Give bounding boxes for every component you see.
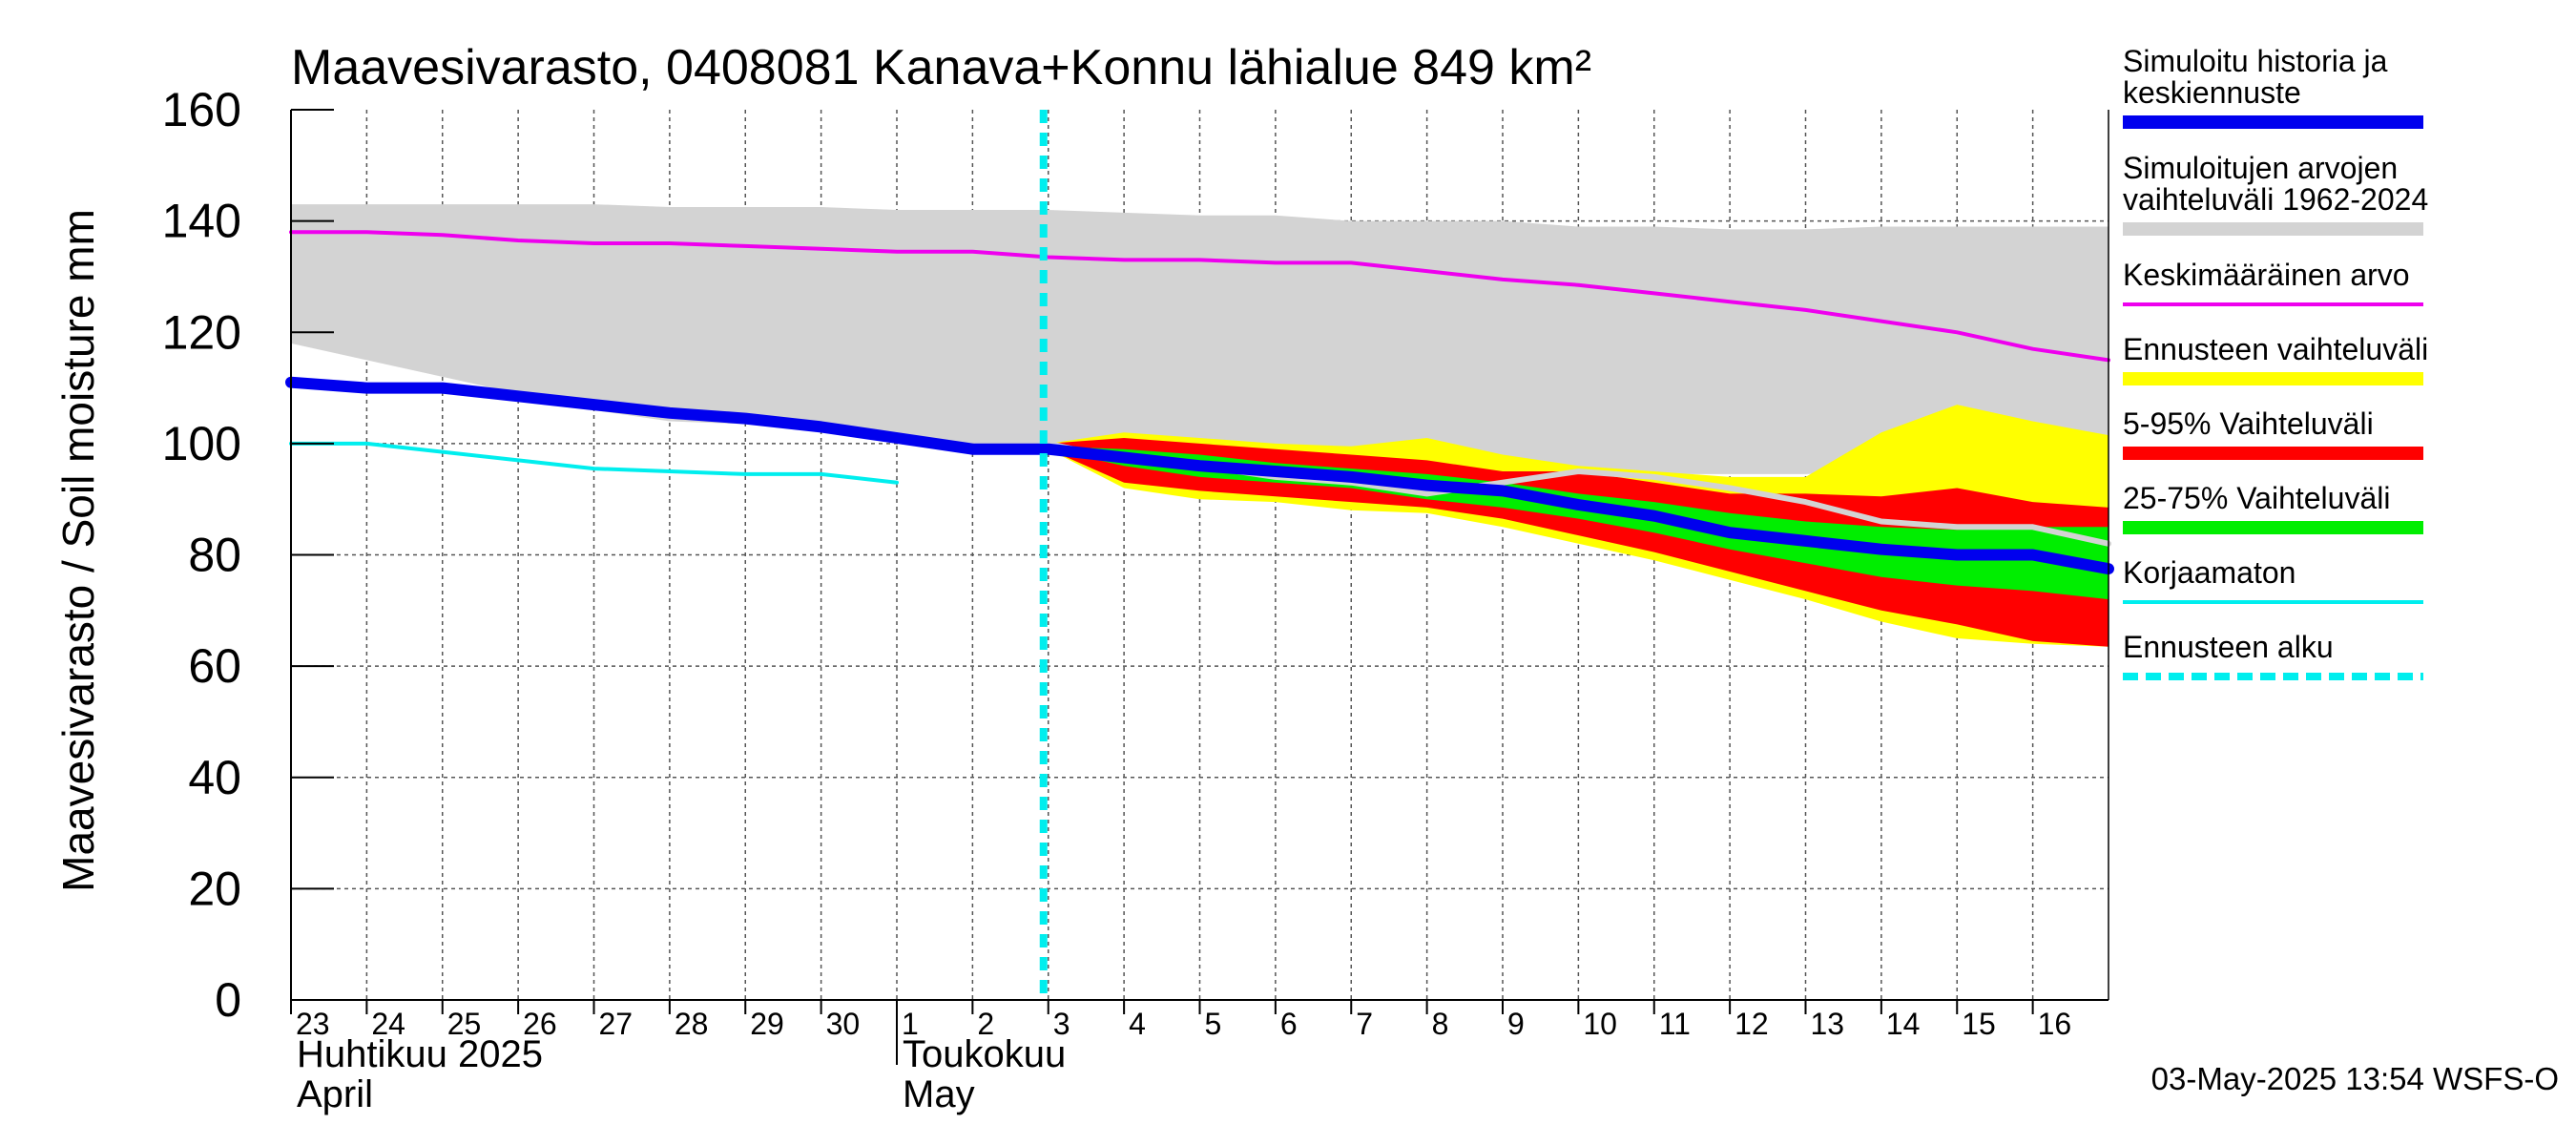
y-tick-label: 120 <box>162 305 241 359</box>
legend-label: Ennusteen alku <box>2123 630 2334 664</box>
x-tick-label: 8 <box>1432 1007 1449 1041</box>
x-tick-label: 15 <box>1962 1007 1996 1041</box>
y-tick-label: 60 <box>188 639 241 693</box>
y-tick-label: 140 <box>162 195 241 248</box>
legend-label: 5-95% Vaihteluväli <box>2123 406 2374 441</box>
timestamp-footer: 03-May-2025 13:54 WSFS-O <box>2151 1061 2559 1096</box>
x-tick-label: 3 <box>1053 1007 1070 1041</box>
month-label: Huhtikuu 2025 <box>297 1033 543 1075</box>
x-tick-label: 14 <box>1886 1007 1921 1041</box>
legend-label: Simuloitujen arvojen <box>2123 151 2398 185</box>
line-keskim-r-inen-arvo <box>289 230 2110 363</box>
y-axis-label: Maavesivarasto / Soil moisture mm <box>53 209 103 892</box>
legend-label: Keskimääräinen arvo <box>2123 258 2410 292</box>
legend-label: vaihteluväli 1962-2024 <box>2123 182 2428 217</box>
legend-label: keskiennuste <box>2123 75 2301 110</box>
y-tick-label: 0 <box>215 973 241 1027</box>
month-label-en: April <box>297 1073 373 1115</box>
y-tick-label: 100 <box>162 417 241 470</box>
x-tick-label: 1 <box>902 1007 919 1041</box>
month-label: Toukokuu <box>903 1033 1066 1075</box>
band-25-75-vaihteluv-li <box>1048 446 2109 600</box>
range-bands <box>291 204 2109 647</box>
x-tick-label: 23 <box>296 1007 330 1041</box>
x-tick-label: 5 <box>1205 1007 1222 1041</box>
band-5-95-vaihteluv-li <box>1048 438 2109 647</box>
line-simuloitu-historia-ja-keskiennuste <box>285 376 2114 575</box>
y-tick-label: 160 <box>162 83 241 136</box>
legend-label: 25-75% Vaihteluväli <box>2123 481 2390 515</box>
x-tick-label: 10 <box>1583 1007 1617 1041</box>
y-tick-label: 80 <box>188 529 241 582</box>
x-tick-label: 4 <box>1129 1007 1146 1041</box>
x-tick-label: 13 <box>1811 1007 1845 1041</box>
month-label-en: May <box>903 1073 975 1115</box>
x-tick-label: 9 <box>1507 1007 1525 1041</box>
series-lines <box>285 110 2114 1000</box>
x-tick-label: 29 <box>750 1007 784 1041</box>
x-tick-label: 27 <box>599 1007 634 1041</box>
legend-label: Korjaamaton <box>2123 555 2296 590</box>
x-tick-label: 26 <box>523 1007 557 1041</box>
legend-label: Simuloitu historia ja <box>2123 44 2388 78</box>
x-tick-label: 7 <box>1356 1007 1373 1041</box>
x-tick-label: 28 <box>675 1007 709 1041</box>
x-tick-label: 6 <box>1280 1007 1298 1041</box>
x-tick-label: 2 <box>977 1007 994 1041</box>
line-korjaamaton <box>289 441 899 485</box>
x-tick-label: 25 <box>447 1007 482 1041</box>
x-tick-label: 16 <box>2038 1007 2072 1041</box>
legend-label: Ennusteen vaihteluväli <box>2123 332 2428 366</box>
x-tick-label: 12 <box>1735 1007 1769 1041</box>
y-tick-label: 40 <box>188 751 241 804</box>
chart-title: Maavesivarasto, 0408081 Kanava+Konnu läh… <box>291 40 1591 95</box>
x-tick-label: 24 <box>371 1007 405 1041</box>
band-simuloitujen-arvojen-vaihteluv-li-1962-2024 <box>291 204 2109 474</box>
x-tick-label: 30 <box>826 1007 861 1041</box>
x-tick-label: 11 <box>1659 1007 1691 1041</box>
y-tick-label: 20 <box>188 862 241 915</box>
